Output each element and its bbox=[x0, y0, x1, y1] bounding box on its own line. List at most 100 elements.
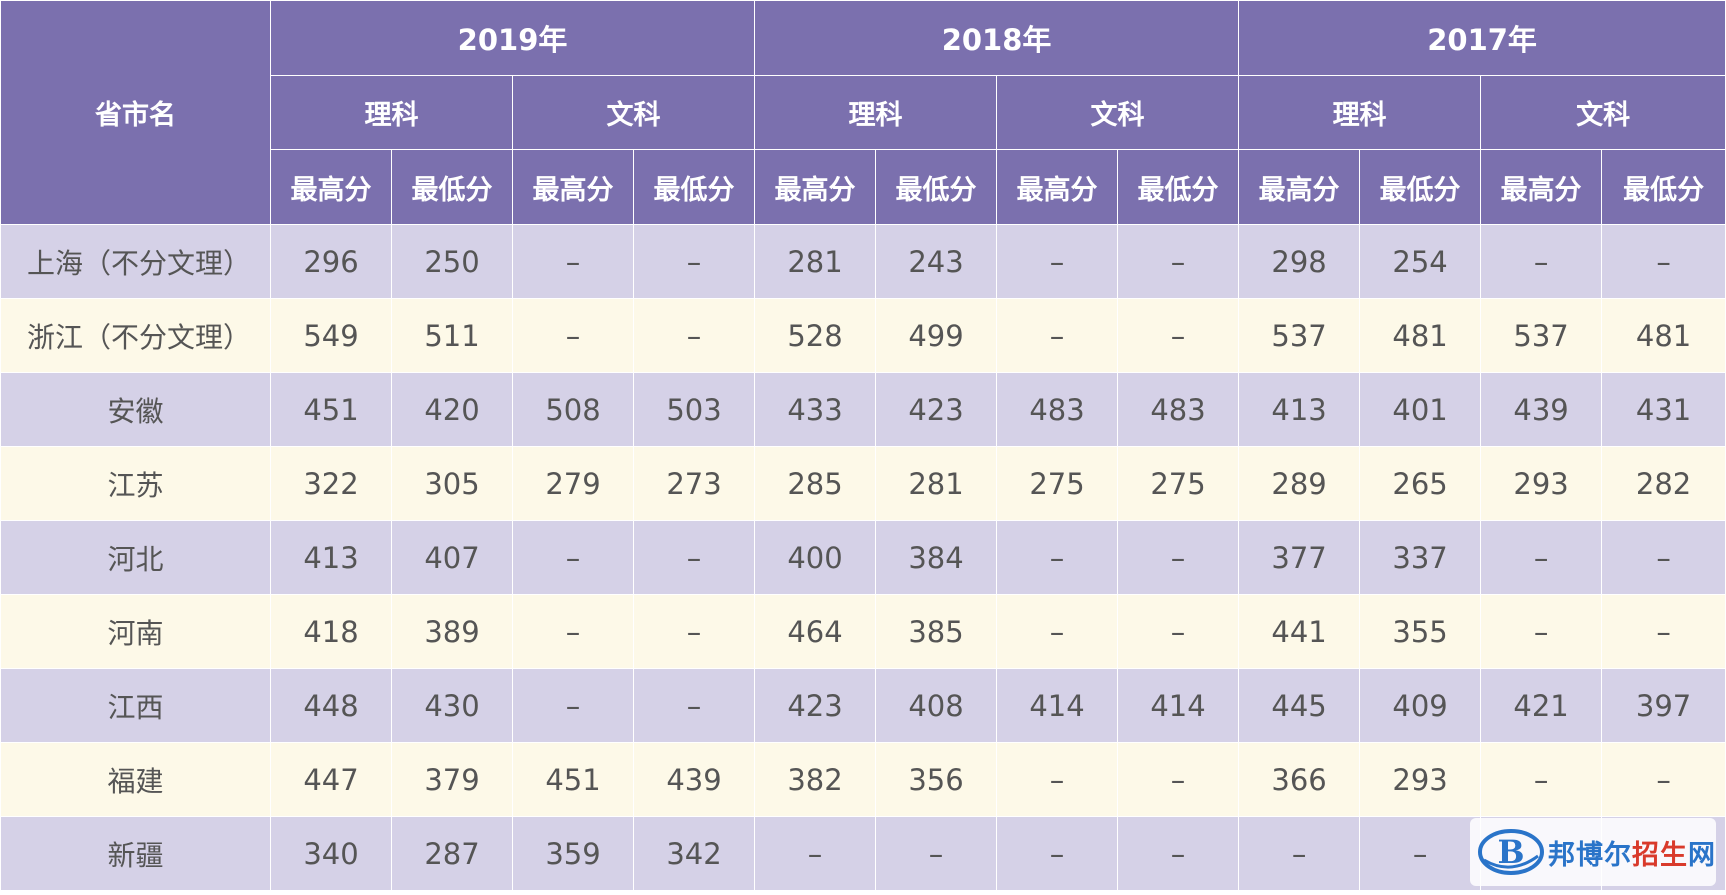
score-cell: – bbox=[512, 668, 634, 743]
score-header-min: 最低分 bbox=[391, 149, 513, 225]
score-header-min: 最低分 bbox=[875, 149, 998, 225]
score-cell: – bbox=[1480, 224, 1603, 299]
watermark-text: 邦博尔招生网 bbox=[1548, 833, 1716, 872]
year-header-2019: 2019年 bbox=[269, 0, 756, 76]
score-cell: 379 bbox=[391, 742, 513, 817]
score-cell: – bbox=[1601, 594, 1726, 669]
subject-header-arts: 文科 bbox=[1480, 75, 1726, 150]
score-cell: – bbox=[996, 298, 1119, 373]
score-cell: 508 bbox=[512, 372, 634, 447]
score-cell: – bbox=[1601, 742, 1726, 817]
score-cell: 420 bbox=[391, 372, 513, 447]
table-row: 河北 413 407– –400 384– –377 337– – bbox=[0, 520, 1726, 595]
score-cell: 423 bbox=[875, 372, 998, 447]
score-cell: 418 bbox=[270, 594, 392, 669]
score-header-min: 最低分 bbox=[632, 149, 756, 225]
bangboer-logo-icon: B bbox=[1478, 829, 1544, 875]
score-cell: 483 bbox=[996, 372, 1119, 447]
score-cell: – bbox=[512, 520, 634, 595]
logo-letter: B bbox=[1497, 833, 1524, 871]
score-cell: 503 bbox=[632, 372, 756, 447]
score-cell: 337 bbox=[1359, 520, 1482, 595]
score-cell: – bbox=[1359, 816, 1482, 891]
province-cell: 江西 bbox=[0, 668, 271, 743]
score-cell: 481 bbox=[1359, 298, 1482, 373]
score-cell: 423 bbox=[754, 668, 877, 743]
score-header-max: 最高分 bbox=[754, 149, 877, 225]
score-header-min: 最低分 bbox=[1359, 149, 1482, 225]
province-header: 省市名 bbox=[0, 0, 271, 225]
score-cell: 305 bbox=[391, 446, 513, 521]
watermark-text-blue-end: 网 bbox=[1688, 839, 1716, 871]
score-cell: 382 bbox=[754, 742, 877, 817]
score-cell: 282 bbox=[1601, 446, 1726, 521]
score-cell: – bbox=[1601, 520, 1726, 595]
score-cell: 413 bbox=[270, 520, 392, 595]
score-cell: 445 bbox=[1238, 668, 1361, 743]
score-cell: 431 bbox=[1601, 372, 1726, 447]
score-cell: – bbox=[875, 816, 998, 891]
score-cell: 273 bbox=[632, 446, 756, 521]
score-cell: – bbox=[1480, 742, 1603, 817]
score-header-min: 最低分 bbox=[1117, 149, 1240, 225]
score-header-max: 最高分 bbox=[1480, 149, 1603, 225]
score-cell: 275 bbox=[996, 446, 1119, 521]
province-cell: 河南 bbox=[0, 594, 271, 669]
header-row-scores: 最高分 最低分 最高分 最低分 最高分 最低分 最高分 最低分 最高分 最低分 … bbox=[1, 149, 1726, 225]
watermark-text-blue: 邦博尔 bbox=[1548, 839, 1632, 871]
subject-header-science: 理科 bbox=[754, 75, 998, 150]
score-cell: 355 bbox=[1359, 594, 1482, 669]
score-cell: 499 bbox=[875, 298, 998, 373]
subject-header-arts: 文科 bbox=[996, 75, 1240, 150]
score-cell: 356 bbox=[875, 742, 998, 817]
score-cell: 385 bbox=[875, 594, 998, 669]
score-cell: 448 bbox=[270, 668, 392, 743]
score-cell: 433 bbox=[754, 372, 877, 447]
province-cell: 江苏 bbox=[0, 446, 271, 521]
score-cell: 377 bbox=[1238, 520, 1361, 595]
score-cell: 430 bbox=[391, 668, 513, 743]
watermark-text-red: 招生 bbox=[1632, 839, 1688, 871]
score-cell: 537 bbox=[1238, 298, 1361, 373]
score-cell: 322 bbox=[270, 446, 392, 521]
score-cell: 397 bbox=[1601, 668, 1726, 743]
score-cell: 279 bbox=[512, 446, 634, 521]
province-cell: 浙江（不分文理） bbox=[0, 298, 271, 373]
score-cell: – bbox=[632, 520, 756, 595]
score-cell: – bbox=[1601, 224, 1726, 299]
score-cell: – bbox=[632, 224, 756, 299]
score-cell: 413 bbox=[1238, 372, 1361, 447]
score-header-max: 最高分 bbox=[996, 149, 1119, 225]
header-row-subjects: 理科 文科 理科 文科 理科 文科 bbox=[1, 75, 1726, 150]
score-cell: 342 bbox=[632, 816, 756, 891]
score-cell: 243 bbox=[875, 224, 998, 299]
score-cell: – bbox=[632, 594, 756, 669]
score-cell: 483 bbox=[1117, 372, 1240, 447]
score-cell: – bbox=[996, 224, 1119, 299]
score-cell: – bbox=[1117, 224, 1240, 299]
score-cell: 289 bbox=[1238, 446, 1361, 521]
province-cell: 上海（不分文理） bbox=[0, 224, 271, 299]
score-cell: 389 bbox=[391, 594, 513, 669]
watermark-logo: B 邦博尔招生网 bbox=[1470, 818, 1716, 886]
score-cell: 421 bbox=[1480, 668, 1603, 743]
score-cell: 293 bbox=[1359, 742, 1482, 817]
year-header-2017: 2017年 bbox=[1238, 0, 1726, 76]
table-row: 上海（不分文理） 296 250– –281 243– –298 254– – bbox=[0, 224, 1726, 299]
score-cell: 296 bbox=[270, 224, 392, 299]
score-cell: 537 bbox=[1480, 298, 1603, 373]
province-cell: 河北 bbox=[0, 520, 271, 595]
header-row-years: 省市名 2019年 2018年 2017年 bbox=[0, 0, 1726, 225]
score-cell: 366 bbox=[1238, 742, 1361, 817]
score-cell: 293 bbox=[1480, 446, 1603, 521]
score-header-max: 最高分 bbox=[512, 149, 634, 225]
table-row: 浙江（不分文理） 549 511– –528 499– –537 481 537 481 bbox=[0, 298, 1726, 373]
score-cell: 414 bbox=[1117, 668, 1240, 743]
table-body: 上海（不分文理） 296 250– –281 243– –298 254– – 浙江（不分文理）… bbox=[0, 224, 1726, 891]
score-cell: – bbox=[1117, 742, 1240, 817]
score-cell: 281 bbox=[875, 446, 998, 521]
score-cell: 275 bbox=[1117, 446, 1240, 521]
score-cell: – bbox=[996, 594, 1119, 669]
score-cell: – bbox=[1117, 298, 1240, 373]
score-cell: – bbox=[996, 816, 1119, 891]
